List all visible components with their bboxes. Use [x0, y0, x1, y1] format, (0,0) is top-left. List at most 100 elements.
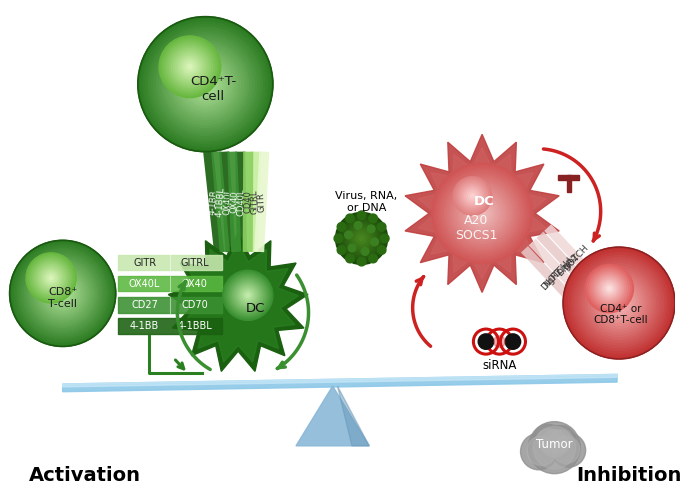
Circle shape: [36, 263, 66, 293]
Circle shape: [197, 76, 214, 92]
Circle shape: [592, 270, 627, 306]
Circle shape: [165, 42, 215, 92]
Circle shape: [455, 178, 490, 214]
Circle shape: [538, 426, 571, 460]
Circle shape: [230, 277, 266, 314]
Circle shape: [465, 188, 480, 204]
Circle shape: [585, 264, 634, 312]
Circle shape: [160, 38, 251, 130]
Polygon shape: [63, 374, 617, 387]
Circle shape: [602, 286, 636, 320]
Text: NOTCH: NOTCH: [561, 243, 589, 272]
Circle shape: [28, 254, 74, 302]
Text: 4-1BB: 4-1BB: [208, 189, 220, 215]
Circle shape: [368, 225, 375, 232]
Text: A20
SOCS1: A20 SOCS1: [455, 214, 498, 242]
Circle shape: [26, 253, 76, 303]
Circle shape: [238, 286, 258, 306]
Circle shape: [174, 50, 206, 84]
Circle shape: [180, 56, 200, 77]
Circle shape: [39, 266, 63, 289]
Circle shape: [459, 182, 486, 210]
Polygon shape: [168, 232, 308, 372]
Circle shape: [10, 240, 116, 346]
Circle shape: [580, 264, 658, 342]
Circle shape: [357, 257, 366, 266]
Text: DC: DC: [246, 302, 265, 316]
Circle shape: [356, 233, 367, 243]
Text: DlgR2: DlgR2: [555, 252, 580, 278]
Circle shape: [472, 204, 492, 224]
Circle shape: [608, 292, 630, 314]
Circle shape: [346, 214, 354, 222]
FancyBboxPatch shape: [559, 175, 580, 180]
Circle shape: [244, 292, 251, 298]
Circle shape: [337, 222, 346, 231]
Text: CD27: CD27: [131, 300, 158, 310]
Circle shape: [29, 256, 73, 300]
Circle shape: [601, 280, 617, 296]
Circle shape: [587, 266, 631, 310]
Circle shape: [346, 254, 354, 263]
Circle shape: [46, 273, 56, 283]
Circle shape: [444, 176, 519, 251]
Circle shape: [162, 41, 248, 128]
Circle shape: [528, 422, 580, 474]
Circle shape: [167, 46, 243, 122]
Circle shape: [60, 292, 65, 296]
Circle shape: [144, 22, 267, 146]
Circle shape: [568, 252, 669, 354]
Circle shape: [225, 272, 271, 318]
Circle shape: [186, 62, 194, 71]
Circle shape: [146, 25, 265, 144]
Circle shape: [20, 251, 105, 336]
Circle shape: [566, 250, 672, 356]
Circle shape: [440, 170, 525, 256]
Circle shape: [22, 253, 103, 334]
Text: DlgR2: DlgR2: [540, 266, 565, 292]
Circle shape: [337, 246, 346, 254]
Circle shape: [178, 54, 202, 79]
Circle shape: [603, 282, 615, 294]
Circle shape: [172, 48, 209, 86]
Circle shape: [538, 428, 561, 452]
Circle shape: [454, 186, 510, 241]
Text: 4-1BBL: 4-1BBL: [177, 321, 212, 331]
Text: OX40L: OX40L: [129, 278, 160, 288]
Polygon shape: [203, 151, 224, 252]
Circle shape: [189, 68, 222, 100]
Circle shape: [369, 214, 377, 222]
Circle shape: [435, 166, 530, 261]
Circle shape: [348, 244, 356, 252]
Circle shape: [459, 191, 505, 236]
Text: DC: DC: [474, 196, 494, 208]
Circle shape: [56, 287, 69, 300]
Polygon shape: [337, 386, 370, 446]
Circle shape: [167, 44, 213, 90]
Circle shape: [241, 288, 255, 302]
Circle shape: [246, 294, 249, 297]
Circle shape: [457, 180, 488, 212]
Circle shape: [34, 261, 68, 294]
Circle shape: [348, 224, 375, 252]
Circle shape: [463, 186, 482, 206]
Circle shape: [360, 236, 363, 240]
Circle shape: [239, 287, 256, 304]
Circle shape: [563, 247, 675, 359]
Polygon shape: [405, 134, 559, 292]
Polygon shape: [528, 239, 592, 305]
Text: OX40L: OX40L: [222, 188, 232, 216]
Circle shape: [176, 52, 204, 81]
FancyBboxPatch shape: [567, 175, 570, 192]
Circle shape: [33, 260, 69, 296]
Circle shape: [50, 280, 76, 306]
Polygon shape: [118, 318, 222, 334]
Circle shape: [200, 79, 211, 90]
Circle shape: [151, 30, 260, 138]
Circle shape: [181, 60, 230, 108]
Circle shape: [470, 201, 495, 226]
Circle shape: [178, 57, 232, 111]
Circle shape: [442, 174, 522, 254]
Text: CD4⁺T-
cell: CD4⁺T- cell: [190, 75, 236, 103]
Circle shape: [457, 188, 508, 238]
